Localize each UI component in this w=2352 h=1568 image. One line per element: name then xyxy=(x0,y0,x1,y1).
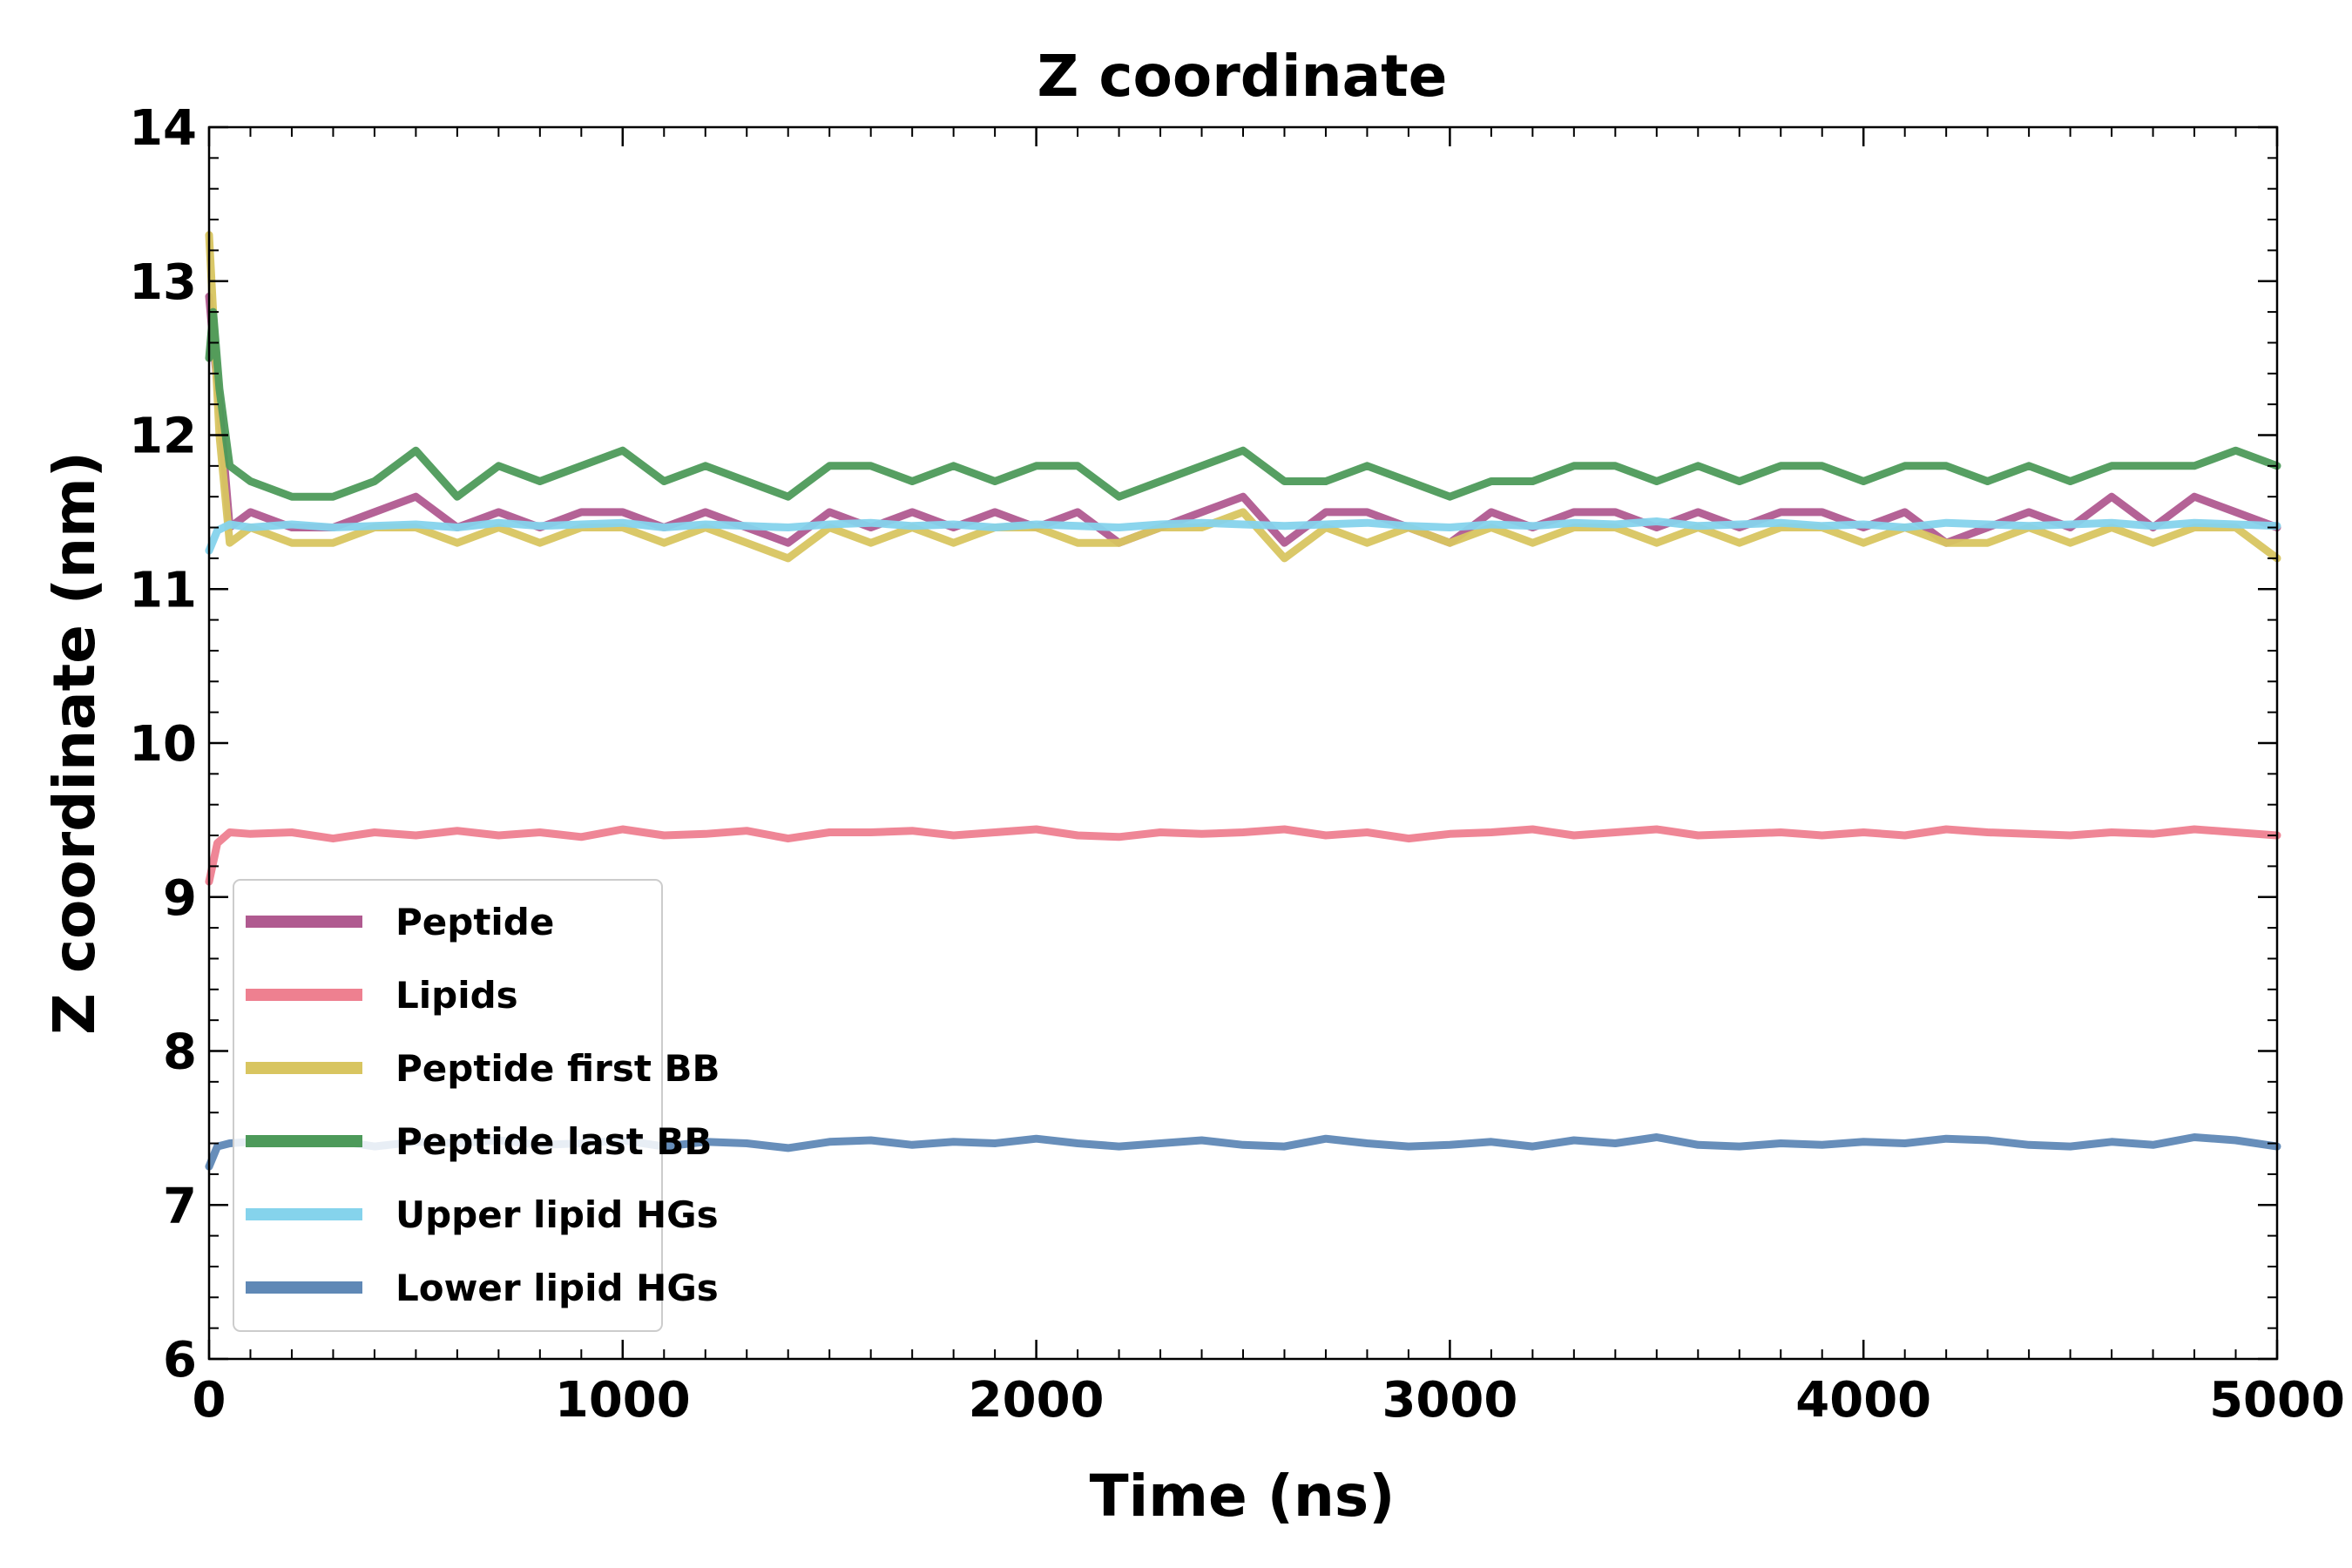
x-tick-label: 1000 xyxy=(555,1372,691,1429)
x-axis-label: Time (ns) xyxy=(1090,1463,1396,1530)
y-tick-label: 7 xyxy=(163,1178,197,1234)
y-tick-label: 6 xyxy=(163,1332,197,1389)
series-line-2 xyxy=(205,825,2281,886)
x-tick-label: 0 xyxy=(193,1372,226,1429)
legend-label: Peptide first BB xyxy=(395,1047,720,1090)
x-tick-label: 5000 xyxy=(2209,1372,2345,1429)
legend-box xyxy=(233,879,663,1332)
legend-label: Lipids xyxy=(395,974,518,1017)
legend-label: Upper lipid HGs xyxy=(395,1193,719,1236)
y-tick-label: 8 xyxy=(163,1024,197,1081)
y-tick-label: 13 xyxy=(129,254,197,311)
x-tick-label: 4000 xyxy=(1795,1372,1931,1429)
y-tick-label: 9 xyxy=(163,870,197,927)
y-axis-label: Z coordinate (nm) xyxy=(41,451,108,1035)
series-line-4 xyxy=(205,308,2281,501)
x-tick-label: 2000 xyxy=(969,1372,1105,1429)
axis-ticks: 0 1000 2000 3000 4000 5000 6 7 8 9 10 11 12 13 14 xyxy=(129,100,2345,1429)
y-tick-label: 12 xyxy=(129,409,197,465)
y-tick-label: 14 xyxy=(129,100,197,157)
legend-label: Lower lipid HGs xyxy=(395,1267,719,1309)
legend-label: Peptide xyxy=(395,901,554,943)
y-tick-label: 11 xyxy=(129,562,197,618)
legend: Peptide Lipids Peptide first BB Peptide las… xyxy=(233,879,720,1332)
x-tick-label: 3000 xyxy=(1382,1372,1517,1429)
legend-label: Peptide last BB xyxy=(395,1120,712,1163)
y-tick-label: 10 xyxy=(129,716,197,773)
chart-title: Z coordinate xyxy=(1037,43,1448,110)
series-line-5 xyxy=(205,517,2281,555)
